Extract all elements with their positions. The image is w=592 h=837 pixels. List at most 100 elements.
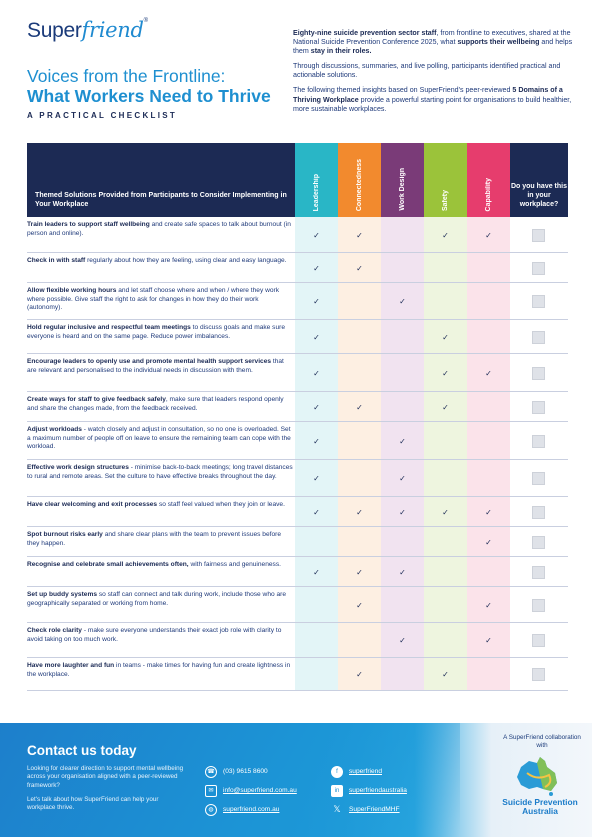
intro-text: Eighty-nine suicide prevention sector st… xyxy=(293,29,575,120)
contact-text-2: Let's talk about how SuperFriend can hel… xyxy=(27,795,159,812)
check-mark: ✓ xyxy=(442,368,449,378)
table-row: Spot burnout risks early and share clear… xyxy=(27,527,568,557)
contact-title: Contact us today xyxy=(27,743,137,758)
check-mark: ✓ xyxy=(442,230,449,240)
workplace-checkbox[interactable] xyxy=(532,331,545,344)
intro-bold: supports their wellbeing xyxy=(457,38,540,47)
website-link[interactable]: superfriend.com.au xyxy=(223,806,280,813)
social-linkedin[interactable]: in superfriendaustralia xyxy=(331,781,407,800)
workplace-checkbox[interactable] xyxy=(532,229,545,242)
row-title: Have more laughter and fun xyxy=(27,662,115,669)
social-x[interactable]: 𝕏 SuperFriendMHF xyxy=(331,800,407,819)
check-mark: ✓ xyxy=(485,537,492,547)
workplace-checkbox[interactable] xyxy=(532,367,545,380)
row-description: to discuss goals and make sure everyone … xyxy=(27,324,285,340)
row-title: Recognise and celebrate small achievemen… xyxy=(27,561,189,568)
row-text: Have more laughter and fun in teams - ma… xyxy=(27,658,295,679)
row-description: so staff feel valued when they join or l… xyxy=(157,501,285,508)
row-divider xyxy=(27,586,568,587)
column-band xyxy=(424,217,467,691)
check-mark: ✓ xyxy=(485,636,492,645)
column-header-safety: Safety xyxy=(424,143,467,217)
page-header: Superfriend® Voices from the Frontline: … xyxy=(0,0,592,140)
workplace-checkbox[interactable] xyxy=(532,295,545,308)
check-mark: ✓ xyxy=(313,436,320,446)
check-mark: ✓ xyxy=(313,230,320,240)
page-title-line2: What Workers Need to Thrive xyxy=(27,86,271,106)
check-mark: ✓ xyxy=(313,402,320,412)
check-mark: ✓ xyxy=(356,670,363,679)
facebook-icon: f xyxy=(331,765,343,778)
workplace-checkbox[interactable] xyxy=(532,472,545,485)
intro-bold: stay in their roles. xyxy=(310,47,372,56)
workplace-checkbox[interactable] xyxy=(532,634,545,647)
row-title: Adjust workloads xyxy=(27,426,82,433)
workplace-checkbox[interactable] xyxy=(532,566,545,579)
contact-list: ☎ (03) 9615 8600 ✉ info@superfriend.com.au… xyxy=(205,762,297,819)
column-header-work-design: Work Design xyxy=(381,143,424,217)
workplace-checkbox[interactable] xyxy=(532,262,545,275)
contact-phone[interactable]: ☎ (03) 9615 8600 xyxy=(205,762,297,781)
check-mark: ✓ xyxy=(399,636,406,645)
row-divider xyxy=(27,421,568,422)
table-row: Check role clarity - make sure everyone … xyxy=(27,623,568,658)
workplace-checkbox[interactable] xyxy=(532,599,545,612)
check-mark: ✓ xyxy=(313,567,320,577)
row-title: Effective work design structures xyxy=(27,464,129,471)
column-header-label: Connectedness xyxy=(356,158,363,211)
check-mark: ✓ xyxy=(442,507,449,517)
check-mark: ✓ xyxy=(356,230,363,240)
check-mark: ✓ xyxy=(313,368,320,378)
check-mark: ✓ xyxy=(356,507,363,517)
phone-number: (03) 9615 8600 xyxy=(223,768,268,775)
contact-email[interactable]: ✉ info@superfriend.com.au xyxy=(205,781,297,800)
row-text: Train leaders to support staff wellbeing… xyxy=(27,217,295,238)
row-divider xyxy=(27,459,568,460)
table-row: Hold regular inclusive and respectful te… xyxy=(27,320,568,354)
row-text: Effective work design structures - minim… xyxy=(27,460,295,481)
table-row: Encourage leaders to openly use and prom… xyxy=(27,354,568,392)
table-row: Effective work design structures - minim… xyxy=(27,460,568,497)
check-mark: ✓ xyxy=(399,436,406,446)
partner-name: Suicide Prevention Australia xyxy=(502,797,578,816)
social-facebook[interactable]: f superfriend xyxy=(331,762,407,781)
linkedin-icon: in xyxy=(331,784,343,797)
intro-span: provide a powerful starting point for or… xyxy=(293,95,572,113)
check-mark: ✓ xyxy=(313,297,320,306)
email-link[interactable]: info@superfriend.com.au xyxy=(223,787,297,794)
check-mark: ✓ xyxy=(442,332,449,342)
table-row: Check in with staff regularly about how … xyxy=(27,253,568,283)
contact-web[interactable]: ◍ superfriend.com.au xyxy=(205,800,297,819)
workplace-checkbox[interactable] xyxy=(532,435,545,448)
row-description: - minimise back-to-back meetings; long t… xyxy=(27,464,293,480)
x-link[interactable]: SuperFriendMHF xyxy=(349,806,400,813)
column-header-label: Capability xyxy=(485,177,492,211)
row-divider xyxy=(27,252,568,253)
row-divider xyxy=(27,353,568,354)
row-divider xyxy=(27,690,568,691)
row-divider xyxy=(27,319,568,320)
check-mark: ✓ xyxy=(442,670,449,679)
linkedin-link[interactable]: superfriendaustralia xyxy=(349,787,407,794)
row-text: Allow flexible working hours and let sta… xyxy=(27,283,295,313)
row-description: so staff can connect and talk during wor… xyxy=(27,591,287,607)
facebook-link[interactable]: superfriend xyxy=(349,768,382,775)
row-description: and share clear plans with the team to p… xyxy=(27,531,281,547)
table-row: Create ways for staff to give feedback s… xyxy=(27,392,568,422)
checklist-table: Themed Solutions Provided from Participa… xyxy=(27,143,568,691)
column-header-label: Leadership xyxy=(313,173,320,211)
row-title: Set up buddy systems xyxy=(27,591,97,598)
page-subtitle: A PRACTICAL CHECKLIST xyxy=(27,111,178,120)
workplace-checkbox[interactable] xyxy=(532,668,545,681)
row-title: Spot burnout risks early xyxy=(27,531,103,538)
superfriend-logo[interactable]: Superfriend® xyxy=(27,18,148,43)
workplace-checkbox[interactable] xyxy=(532,536,545,549)
row-description: and let staff choose where and when / wh… xyxy=(27,287,280,312)
check-mark: ✓ xyxy=(485,230,492,240)
workplace-checkbox[interactable] xyxy=(532,401,545,414)
row-text: Create ways for staff to give feedback s… xyxy=(27,392,295,413)
table-row: Allow flexible working hours and let sta… xyxy=(27,283,568,320)
row-description: with fairness and genuineness. xyxy=(188,561,281,568)
workplace-checkbox[interactable] xyxy=(532,506,545,519)
intro-span: and helps them xyxy=(293,38,573,56)
